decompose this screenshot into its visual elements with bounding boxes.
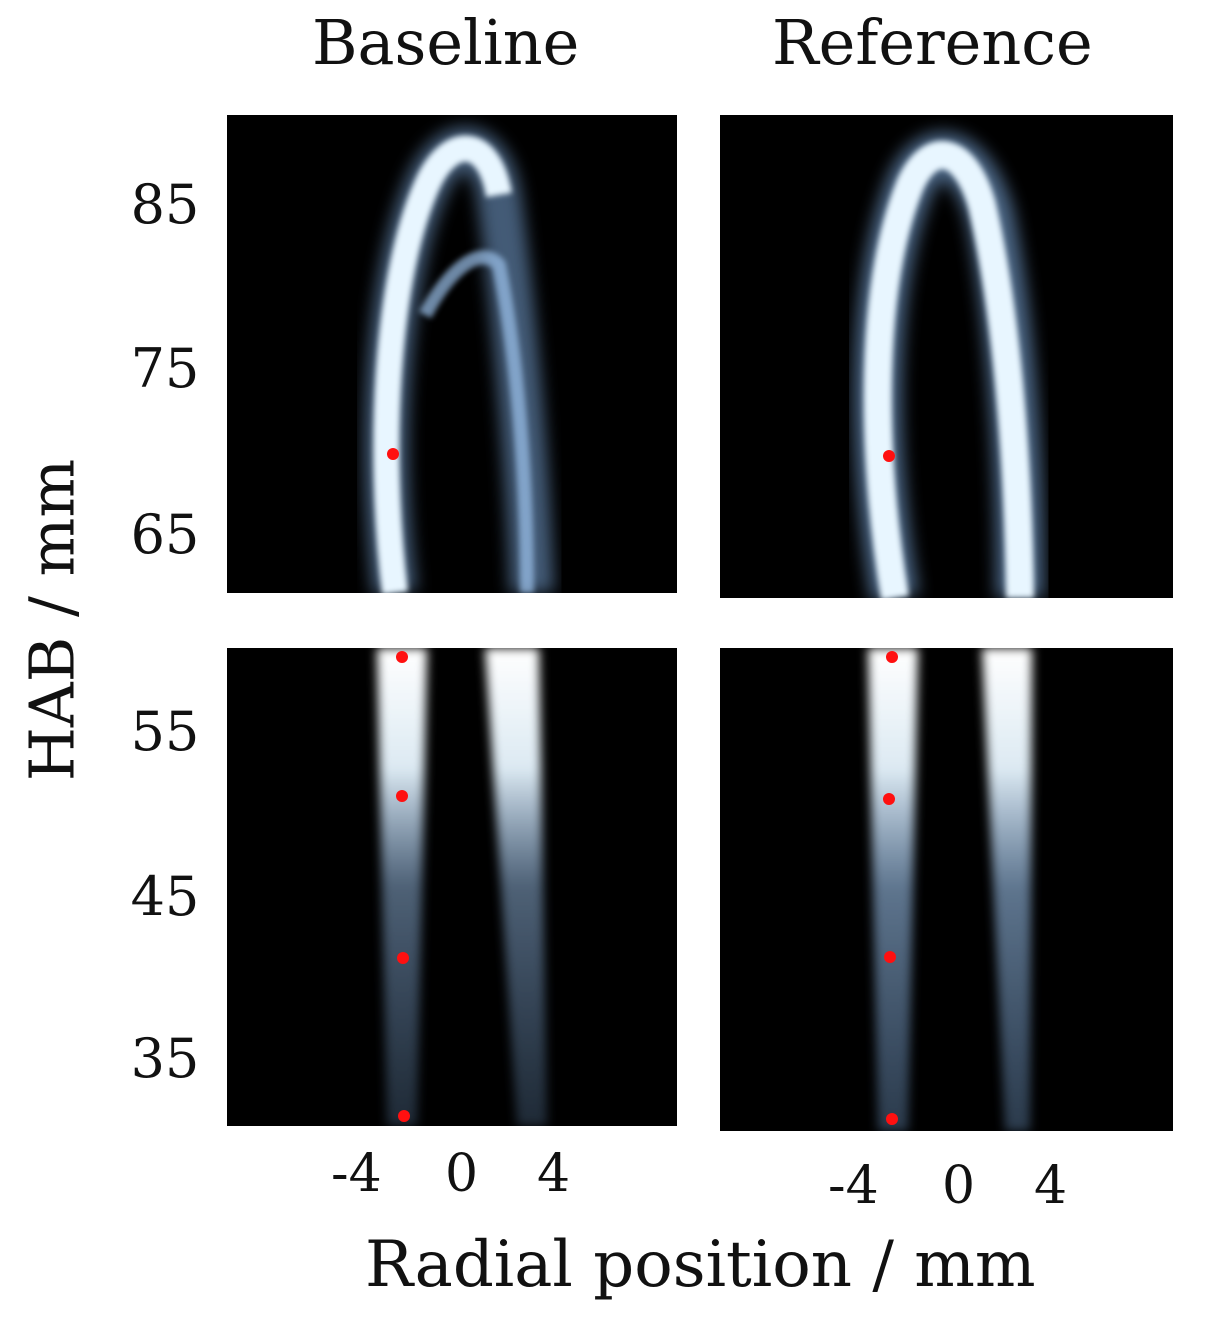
y-tick-65: 65: [130, 503, 200, 566]
flame-image-reference-bottom: [868, 648, 1032, 1131]
panel-reference-top: [720, 115, 1173, 598]
x-tick-reference-0: 0: [942, 1156, 976, 1216]
marker-point: [883, 793, 895, 805]
y-tick-75: 75: [130, 337, 200, 400]
marker-point: [884, 951, 896, 963]
marker-point: [397, 952, 409, 964]
marker-point: [396, 651, 408, 663]
flame-image-baseline-bottom: [377, 648, 547, 1126]
title-baseline: Baseline: [312, 6, 580, 79]
panel-reference-bottom: [720, 648, 1173, 1131]
marker-point: [883, 450, 895, 462]
flame-image-reference-top: [853, 132, 1044, 598]
x-tick-reference-4: 4: [1034, 1156, 1068, 1216]
y-tick-45: 45: [130, 865, 200, 928]
x-tick-baseline-neg4: -4: [331, 1144, 382, 1204]
y-tick-35: 35: [130, 1027, 200, 1090]
flame-image-baseline-top: [364, 126, 554, 593]
y-axis-label: HAB / mm: [15, 458, 89, 782]
title-reference: Reference: [772, 6, 1093, 79]
x-tick-baseline-0: 0: [445, 1144, 479, 1204]
marker-point: [886, 1113, 898, 1125]
marker-point: [886, 651, 898, 663]
panel-baseline-bottom: [227, 648, 677, 1126]
marker-point: [398, 1110, 410, 1122]
x-tick-reference-neg4: -4: [828, 1156, 879, 1216]
marker-point: [396, 790, 408, 802]
y-tick-55: 55: [130, 700, 200, 763]
panel-baseline-top: [227, 115, 677, 593]
marker-point: [387, 448, 399, 460]
x-tick-baseline-4: 4: [537, 1144, 571, 1204]
x-axis-label: Radial position / mm: [365, 1228, 1036, 1302]
y-tick-85: 85: [130, 173, 200, 236]
